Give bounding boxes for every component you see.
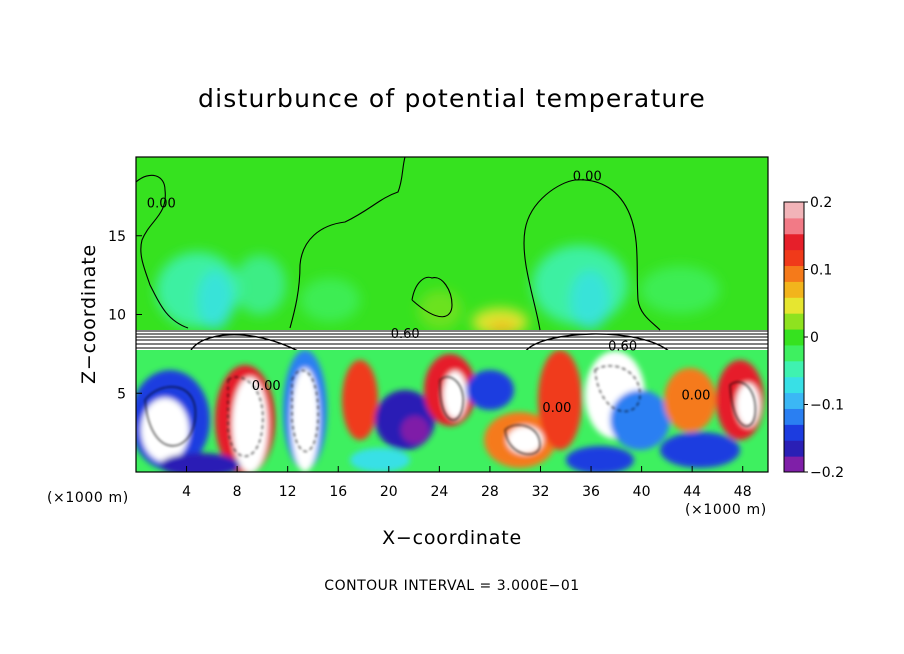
colorbar-tick-label: −0.2 (810, 465, 844, 481)
contour-label: 0.60 (391, 327, 420, 342)
colorbar-swatch (784, 281, 804, 298)
colorbar-tick-label: −0.1 (810, 398, 844, 414)
y-ticks: 5 10 15 (108, 229, 142, 402)
colorbar-tick-label: 0.2 (810, 195, 832, 211)
colorbar-swatch (784, 360, 804, 378)
lower-contours (144, 365, 756, 457)
x-tick-label: 20 (380, 484, 398, 500)
contour-labels: 0.00 0.00 0.60 0.60 0.00 0.00 0.00 (147, 170, 711, 417)
colorbar-swatch (784, 233, 804, 251)
colorbar: 0.2 0.1 0 −0.1 −0.2 (783, 195, 844, 481)
x-tick-label: 32 (532, 484, 550, 500)
y-tick-label: 15 (108, 229, 126, 245)
x-tick-label: 40 (633, 484, 651, 500)
colorbar-swatch (784, 424, 804, 441)
colorbar-swatch (784, 313, 804, 330)
x-ticks: 4 8 12 16 20 24 28 32 36 40 44 48 (182, 466, 752, 500)
x-tick-label: 8 (233, 484, 242, 500)
contour-label: 0.00 (681, 389, 710, 404)
y-tick-label: 5 (117, 386, 126, 402)
zero-contours (136, 157, 661, 331)
colorbar-swatch (784, 202, 804, 219)
colorbar-swatch (784, 265, 804, 282)
x-tick-label: 24 (430, 484, 448, 500)
x-tick-label: 16 (329, 484, 347, 500)
tropopause-band (136, 330, 768, 352)
heatmap-field (136, 157, 768, 472)
colorbar-swatch (784, 297, 804, 314)
colorbar-swatch (784, 456, 804, 473)
x-tick-label: 28 (481, 484, 499, 500)
colorbar-swatch (784, 376, 804, 394)
x-tick-label: 48 (734, 484, 752, 500)
chart-title: disturbunce of potential temperature (198, 84, 706, 113)
contour-label: 0.00 (573, 170, 602, 185)
contour-label: 0.00 (252, 379, 281, 394)
y-tick-label: 10 (108, 308, 126, 324)
contour-label: 0.00 (147, 196, 176, 211)
colorbar-swatch (784, 344, 804, 362)
tropopause-contours (136, 330, 768, 353)
x-tick-label: 12 (279, 484, 297, 500)
x-tick-label: 4 (182, 484, 191, 500)
colorbar-tick-label: 0.1 (810, 263, 832, 279)
contour-interval-note: CONTOUR INTERVAL = 3.000E−01 (324, 578, 580, 594)
colorbar-swatch (784, 440, 804, 457)
x-unit-label-left: (×1000 m) (47, 490, 129, 506)
x-unit-label-right: (×1000 m) (685, 502, 767, 518)
colorbar-swatch (784, 392, 804, 409)
colorbar-swatch (784, 408, 804, 425)
contour-label: 0.00 (542, 401, 571, 416)
colorbar-swatch (784, 217, 804, 235)
x-axis-label: X−coordinate (382, 527, 522, 549)
x-tick-label: 36 (582, 484, 600, 500)
upper-plumes (156, 245, 720, 336)
colorbar-swatch (784, 329, 804, 346)
contour-label: 0.60 (608, 340, 637, 355)
colorbar-tick-label: 0 (810, 330, 819, 346)
x-tick-label: 44 (683, 484, 701, 500)
colorbar-swatch (784, 249, 804, 267)
lower-field (136, 350, 768, 472)
